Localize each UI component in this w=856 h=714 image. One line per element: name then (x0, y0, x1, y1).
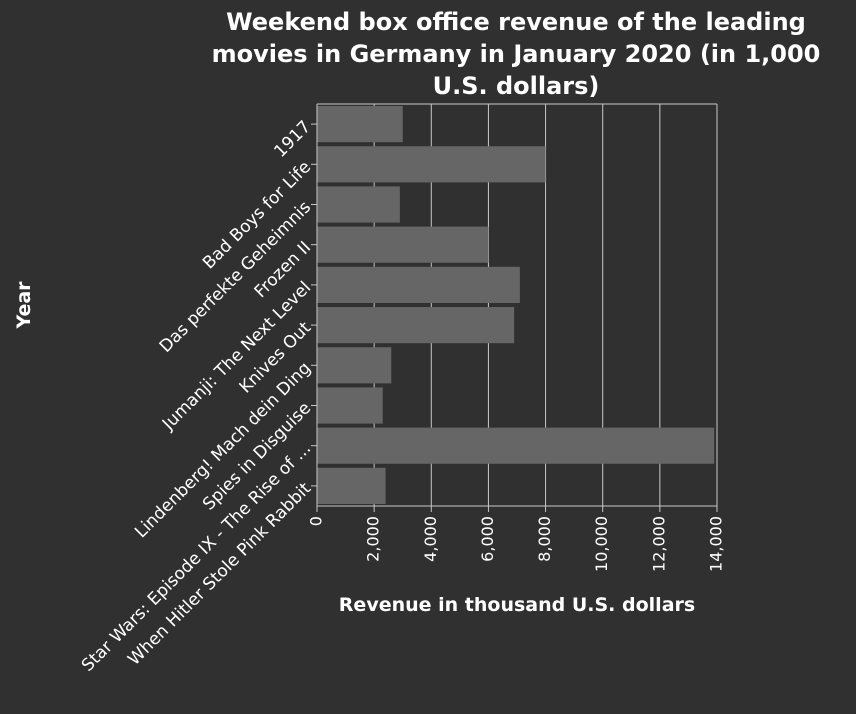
bar-7 (317, 387, 383, 424)
chart-title-line-3: U.S. dollars) (433, 72, 600, 100)
bars (317, 106, 715, 504)
y-category-label-0: 1917 (270, 117, 315, 162)
x-axis-label: Revenue in thousand U.S. dollars (339, 594, 695, 616)
bar-0 (317, 106, 403, 143)
chart-title-line-1: Weekend box office revenue of the leadin… (226, 8, 806, 36)
bar-6 (317, 347, 392, 384)
chart-title: Weekend box office revenue of the leadin… (212, 8, 821, 100)
bar-4 (317, 266, 520, 303)
axes (316, 104, 717, 507)
x-tick-label-0: 0 (307, 516, 326, 526)
x-tick-label-1: 2,000 (364, 516, 383, 562)
bar-5 (317, 307, 515, 344)
x-tick-label-7: 14,000 (707, 516, 726, 572)
x-tick-label-6: 12,000 (649, 516, 668, 572)
bar-9 (317, 467, 386, 504)
bar-8 (317, 427, 715, 464)
x-tick-label-5: 10,000 (592, 516, 611, 572)
y-axis-label: Year (13, 281, 35, 330)
x-tick-label-2: 4,000 (421, 516, 440, 562)
bar-1 (317, 146, 546, 183)
x-tick-label-3: 6,000 (478, 516, 497, 562)
bar-3 (317, 226, 489, 263)
chart-title-line-2: movies in Germany in January 2020 (in 1,… (212, 40, 821, 68)
bar-2 (317, 186, 400, 223)
x-axis-ticks: 0 2,000 4,000 6,000 8,000 10,000 12,000 14,000 (307, 506, 726, 572)
x-tick-label-4: 8,000 (535, 516, 554, 562)
